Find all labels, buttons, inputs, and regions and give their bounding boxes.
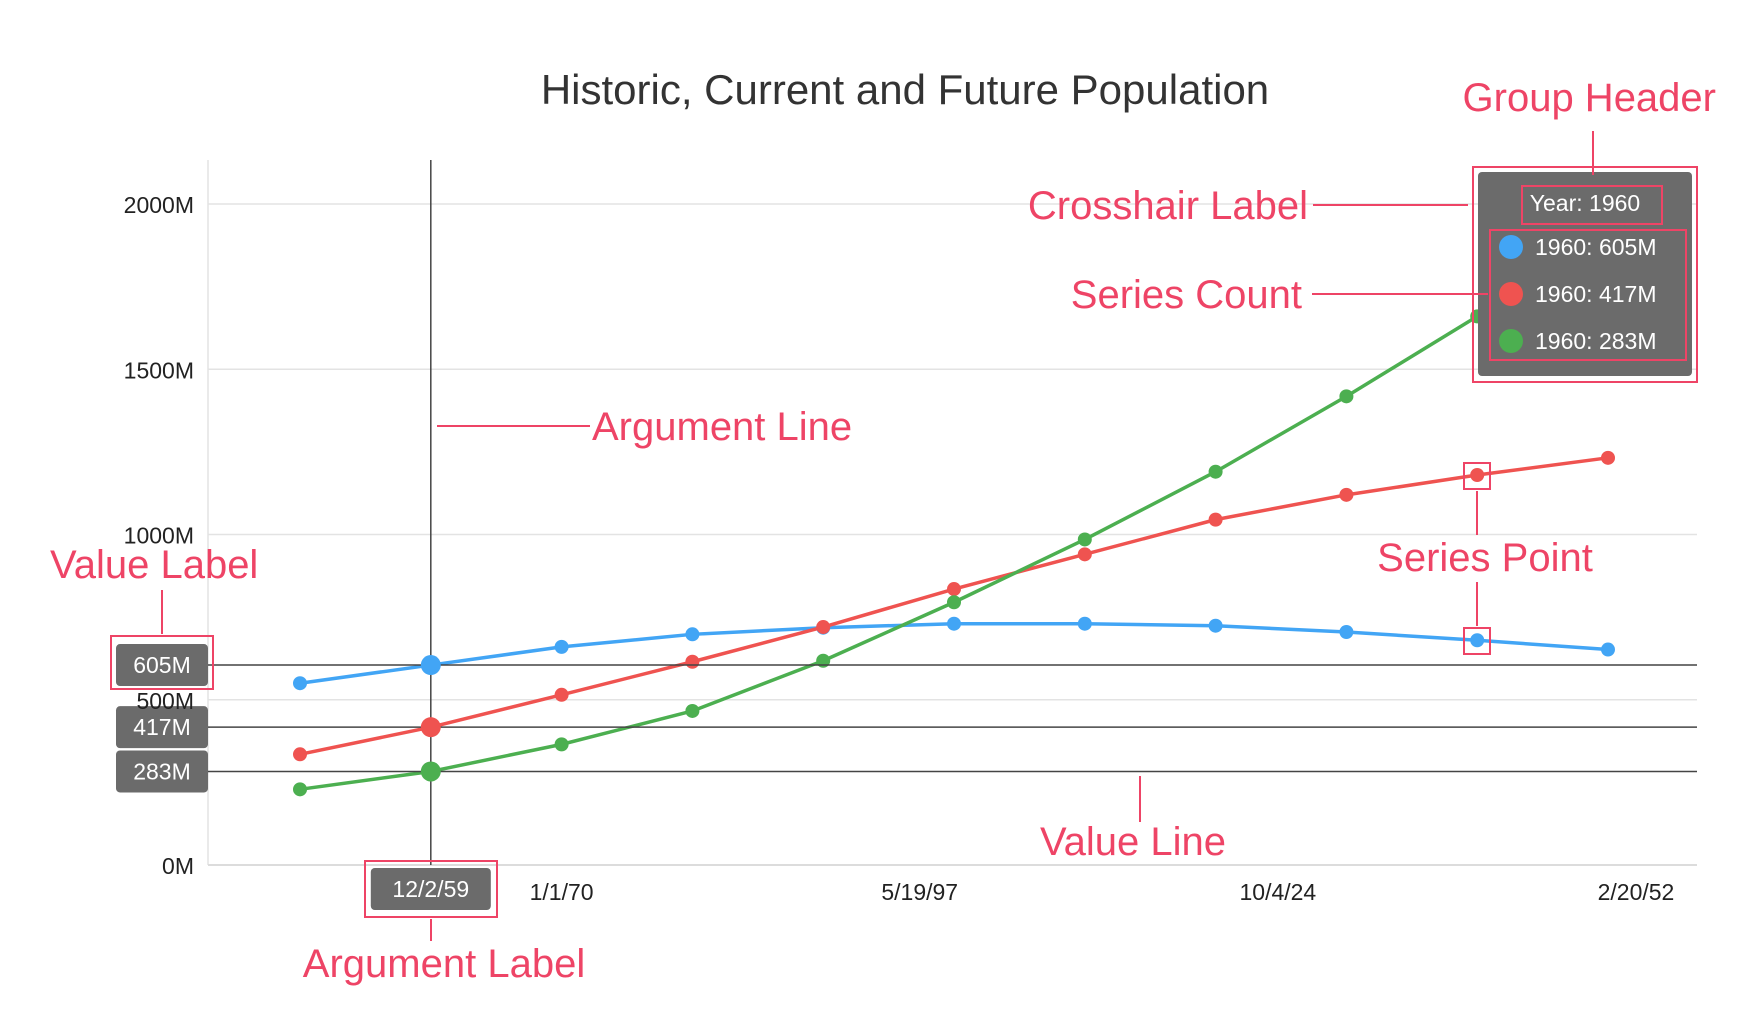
series-point xyxy=(1077,532,1092,547)
tooltip-marker xyxy=(1499,235,1523,259)
tooltip-item: 1960: 283M xyxy=(1535,328,1656,354)
x-tick-label: 2/20/52 xyxy=(1598,879,1675,905)
series-point xyxy=(1339,487,1354,502)
series-point xyxy=(554,639,569,654)
series-point xyxy=(816,653,831,668)
y-tick-label: 2000M xyxy=(124,192,194,218)
x-tick-label: 5/19/97 xyxy=(881,879,958,905)
series-point xyxy=(1077,547,1092,562)
highlighted-point xyxy=(420,717,441,738)
series-point xyxy=(293,676,307,691)
value-label-box xyxy=(116,644,208,687)
annotation-group-header: Group Header xyxy=(1463,76,1716,120)
series-point xyxy=(685,654,700,669)
y-tick-label: 0M xyxy=(162,853,194,879)
value-label: 283M xyxy=(133,758,191,784)
series-point xyxy=(1208,464,1223,479)
y-tick-label: 1000M xyxy=(124,523,194,549)
value-label-box xyxy=(116,750,208,793)
chart-title: Historic, Current and Future Population xyxy=(541,66,1269,113)
annotation-value-label: Value Label xyxy=(50,543,258,587)
series-point-box xyxy=(1463,627,1491,655)
series-point xyxy=(947,595,961,610)
tooltip-header: Year: 1960 xyxy=(1530,190,1640,216)
highlighted-point xyxy=(420,761,441,782)
series-point xyxy=(685,703,700,718)
x-tick-label: 1/1/70 xyxy=(530,879,594,905)
value-label-box xyxy=(116,706,208,749)
tooltip-item: 1960: 605M xyxy=(1535,234,1656,260)
group-header-box xyxy=(1472,166,1698,383)
series-point xyxy=(816,620,831,635)
argument-label-box-outline xyxy=(364,860,498,918)
series-point-box xyxy=(1463,462,1491,490)
series-point xyxy=(947,616,961,631)
series-point xyxy=(1601,642,1615,657)
series-line-0 xyxy=(299,621,1609,685)
value-label-box-outline xyxy=(110,635,214,690)
series-line-2 xyxy=(299,225,1609,792)
annotation-crosshair-label: Crosshair Label xyxy=(1028,184,1308,228)
series-point xyxy=(947,582,961,597)
series-point xyxy=(1339,389,1354,404)
series-point xyxy=(554,687,569,702)
series-point xyxy=(1470,633,1485,648)
value-label: 605M xyxy=(133,652,191,678)
tooltip-item: 1960: 417M xyxy=(1535,281,1656,307)
y-tick-label: 1500M xyxy=(124,357,194,383)
annotation-value-line: Value Line xyxy=(1040,820,1226,864)
annotation-series-point: Series Point xyxy=(1377,536,1593,580)
series-count-box xyxy=(1489,229,1687,361)
annotation-argument-label: Argument Label xyxy=(303,942,585,986)
value-label: 417M xyxy=(133,714,191,740)
series-point xyxy=(1208,618,1223,633)
argument-label: 12/2/59 xyxy=(392,876,469,902)
series-point xyxy=(1601,450,1615,465)
series-point xyxy=(1208,512,1223,527)
series-point xyxy=(1339,624,1354,639)
annotation-series-count: Series Count xyxy=(1071,273,1302,317)
series-point xyxy=(1077,616,1092,631)
tooltip-marker xyxy=(1499,282,1523,306)
tooltip-marker xyxy=(1499,329,1523,353)
y-tick-label: 500M xyxy=(136,688,194,714)
series-point xyxy=(293,747,307,762)
x-tick-label: 10/4/24 xyxy=(1239,879,1316,905)
annotation-argument-line: Argument Line xyxy=(592,405,852,449)
series-point xyxy=(554,737,569,752)
crosshair-label-box xyxy=(1521,185,1663,225)
series-point xyxy=(1470,468,1485,483)
series-point xyxy=(685,627,700,642)
highlighted-point xyxy=(420,655,441,676)
argument-label-box xyxy=(370,868,491,910)
series-point xyxy=(293,782,307,797)
